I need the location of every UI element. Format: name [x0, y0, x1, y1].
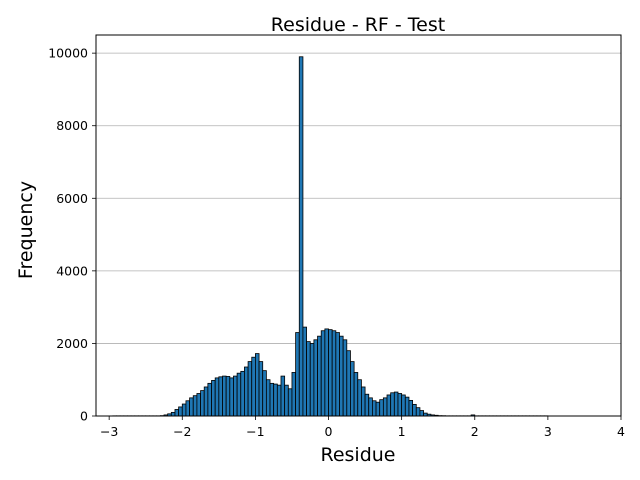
histogram-bar [295, 332, 300, 417]
histogram-bar [382, 397, 388, 417]
y-tick-label: 4000 [56, 263, 88, 278]
y-tick-label: 2000 [56, 336, 88, 351]
histogram-bar [320, 330, 326, 417]
histogram-bar [269, 382, 275, 417]
histogram-bar [200, 390, 205, 417]
histogram-bar [415, 407, 421, 417]
histogram-bar [364, 393, 370, 417]
histogram-bar [328, 329, 333, 417]
histogram-bar [397, 393, 403, 417]
histogram-bar [390, 392, 395, 417]
histogram-bar [379, 399, 384, 417]
histogram-bar [368, 397, 373, 417]
histogram-bar [386, 394, 392, 417]
x-tick-label: 3 [544, 424, 552, 439]
histogram-bar [412, 403, 417, 417]
histogram-bar [207, 382, 212, 417]
histogram-bar [262, 370, 267, 417]
histogram-bar [211, 380, 216, 417]
histogram-bar [170, 411, 176, 417]
histogram-bar [353, 372, 359, 417]
y-tick-label: 6000 [56, 191, 88, 206]
histogram-bar [280, 375, 286, 417]
histogram-bar [222, 375, 227, 417]
x-tick-label: 1 [398, 424, 406, 439]
histogram-bar [357, 379, 362, 417]
histogram-bar [196, 393, 201, 417]
histogram-bar [350, 361, 355, 417]
y-axis-label: Frequency [15, 181, 37, 279]
histogram-bar [335, 332, 340, 417]
histogram-bar [324, 328, 329, 417]
plot-frame [95, 34, 622, 417]
x-tick-label: 2 [471, 424, 479, 439]
histogram-bar [251, 356, 256, 417]
y-tick-label: 0 [80, 409, 88, 424]
histogram-bar [233, 375, 238, 417]
histogram-bar [291, 372, 297, 417]
histogram-bar [265, 379, 271, 417]
x-axis-ticks: −3 −2 −1 0 1 2 3 4 [100, 416, 625, 439]
histogram-bar [255, 353, 260, 417]
x-tick-label: −3 [100, 424, 118, 439]
histogram-bar [339, 335, 344, 417]
histogram-bar [236, 372, 242, 417]
histogram-bar [371, 400, 377, 417]
histogram-bar [181, 403, 187, 417]
histogram-bar [174, 409, 180, 417]
histogram-bar [225, 376, 231, 417]
histogram-bar [393, 391, 399, 417]
histogram-bar [361, 386, 366, 417]
histogram-bar [284, 384, 289, 417]
histogram-bar [404, 396, 410, 417]
histogram-bar [317, 335, 322, 417]
y-axis-ticks: 0 2000 4000 6000 8000 10000 [48, 46, 96, 424]
histogram-bar [309, 343, 315, 417]
histogram-bar [419, 410, 424, 417]
chart-title: Residue - RF - Test [271, 14, 445, 36]
x-axis-label: Residue [320, 444, 395, 466]
histogram-bar [203, 386, 209, 417]
histogram-bar [298, 56, 304, 417]
histogram-bar [240, 370, 245, 417]
histogram-bar [375, 401, 381, 417]
histogram-bar [331, 330, 337, 417]
grid-lines [96, 52, 621, 344]
histogram-bar [401, 394, 406, 417]
histogram-bar [306, 341, 311, 417]
histogram-bar [244, 366, 249, 417]
histogram-bar [313, 339, 318, 417]
histogram-bar [214, 377, 220, 417]
histogram-bar [287, 388, 293, 417]
y-tick-label: 10000 [48, 46, 88, 61]
x-tick-label: 4 [617, 424, 625, 439]
histogram-bar [258, 361, 264, 417]
bars-group [112, 56, 549, 417]
histogram-bar [229, 377, 234, 417]
histogram-bar [247, 361, 253, 417]
histogram-bar [192, 395, 198, 417]
histogram-bar [185, 400, 190, 417]
histogram-bar [276, 384, 282, 417]
histogram-bar [273, 383, 278, 417]
histogram-bar [302, 326, 307, 417]
y-tick-label: 8000 [56, 118, 88, 133]
x-tick-label: 0 [325, 424, 333, 439]
histogram-bar [408, 399, 414, 417]
x-tick-label: −2 [173, 424, 191, 439]
histogram-bar [346, 350, 351, 417]
x-tick-label: −1 [246, 424, 264, 439]
histogram-bar [218, 376, 223, 417]
histogram-bar [189, 397, 194, 417]
histogram-bar [178, 406, 183, 417]
histogram-bar [342, 339, 348, 417]
